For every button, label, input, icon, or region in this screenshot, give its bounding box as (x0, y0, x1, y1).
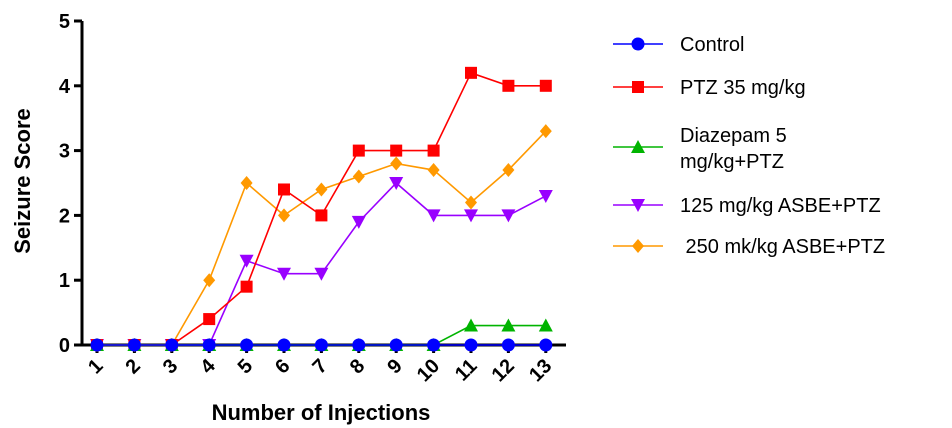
data-point (239, 254, 254, 268)
data-point (464, 338, 478, 352)
data-point (314, 338, 328, 352)
y-tick-label: 0 (59, 335, 70, 357)
data-point (465, 195, 477, 210)
legend-label: 125 mg/kg ASBE+PTZ (680, 195, 881, 217)
legend-label: PTZ 35 mg/kg (680, 77, 806, 99)
series-line (97, 130, 547, 346)
series-0 (90, 338, 553, 352)
x-tick-label: 4 (196, 354, 220, 378)
data-point (203, 273, 216, 288)
y-tick-label: 5 (59, 11, 70, 33)
x-tick-label: 10 (413, 355, 444, 386)
data-point (501, 318, 516, 332)
data-point (240, 176, 253, 190)
data-point (501, 209, 516, 223)
y-tick-label: 4 (59, 76, 71, 98)
data-point (426, 209, 441, 223)
x-tick-label: 13 (525, 355, 556, 386)
data-point (464, 209, 478, 223)
series-line (97, 71, 546, 346)
data-point (352, 338, 366, 352)
data-point (502, 163, 515, 178)
data-point (277, 267, 291, 281)
legend: Control PTZ 35 mg/kg Diazepam 5 mg/kg+PTZ 12… (613, 34, 885, 258)
data-point (165, 338, 179, 352)
x-tick-label: 6 (271, 355, 294, 378)
data-point (501, 338, 515, 352)
data-point (427, 144, 440, 157)
data-point (539, 124, 552, 139)
plot-area (90, 66, 553, 352)
x-tick-label: 8 (346, 355, 369, 378)
data-point (538, 318, 553, 332)
data-point (464, 318, 478, 332)
legend-swatch-marker (631, 140, 645, 153)
y-tick-label: 3 (59, 141, 70, 163)
y-tick-label: 2 (59, 205, 70, 227)
data-point (127, 338, 141, 352)
data-point (314, 267, 329, 281)
data-point (352, 169, 365, 184)
data-point (277, 338, 291, 352)
x-tick-label: 1 (84, 355, 107, 378)
legend-label: Diazepam 5 (680, 125, 787, 147)
legend-label: mg/kg+PTZ (680, 151, 784, 173)
series-line (97, 181, 547, 346)
x-tick-label: 12 (488, 355, 519, 386)
legend-swatch-marker (631, 37, 645, 51)
series-1 (91, 66, 552, 351)
x-tick-label: 2 (122, 355, 145, 378)
data-point (278, 183, 290, 196)
data-point (315, 182, 328, 197)
legend-swatch-marker (631, 199, 645, 212)
x-axis-title: Number of Injections (212, 400, 431, 425)
legend-swatch-marker (632, 81, 644, 93)
data-point (538, 189, 553, 203)
data-point (240, 280, 253, 293)
data-point (202, 338, 216, 352)
y-axis-title: Seizure Score (10, 108, 35, 254)
data-point (390, 144, 403, 157)
x-tick-label: 7 (309, 355, 332, 378)
data-point (203, 313, 216, 326)
x-tick-label: 5 (234, 355, 257, 378)
data-point (427, 338, 441, 352)
data-point (278, 208, 290, 223)
data-point (502, 79, 515, 92)
data-point (465, 66, 477, 79)
data-point (315, 209, 328, 222)
legend-item-1: PTZ 35 mg/kg (613, 77, 806, 99)
data-point (351, 215, 366, 229)
data-point (90, 338, 104, 352)
x-tick-label: 9 (383, 355, 406, 378)
legend-item-2: Diazepam 5 mg/kg+PTZ (613, 125, 787, 173)
series-4 (91, 124, 552, 352)
data-point (539, 338, 553, 352)
y-tick-label: 1 (59, 270, 70, 292)
data-point (240, 338, 254, 352)
data-point (390, 156, 403, 171)
data-point (352, 144, 365, 157)
x-tick-label: 3 (159, 355, 182, 378)
legend-item-0: Control (613, 34, 744, 56)
x-tick-label: 11 (451, 355, 482, 386)
data-point (427, 163, 440, 178)
data-point (539, 79, 552, 92)
legend-label: Control (680, 34, 744, 56)
legend-label: 250 mk/kg ASBE+PTZ (680, 236, 885, 258)
legend-item-3: 125 mg/kg ASBE+PTZ (613, 195, 881, 217)
data-point (389, 177, 404, 190)
legend-item-4: 250 mk/kg ASBE+PTZ (613, 236, 885, 258)
legend-swatch-marker (632, 239, 644, 253)
data-point (389, 338, 403, 352)
